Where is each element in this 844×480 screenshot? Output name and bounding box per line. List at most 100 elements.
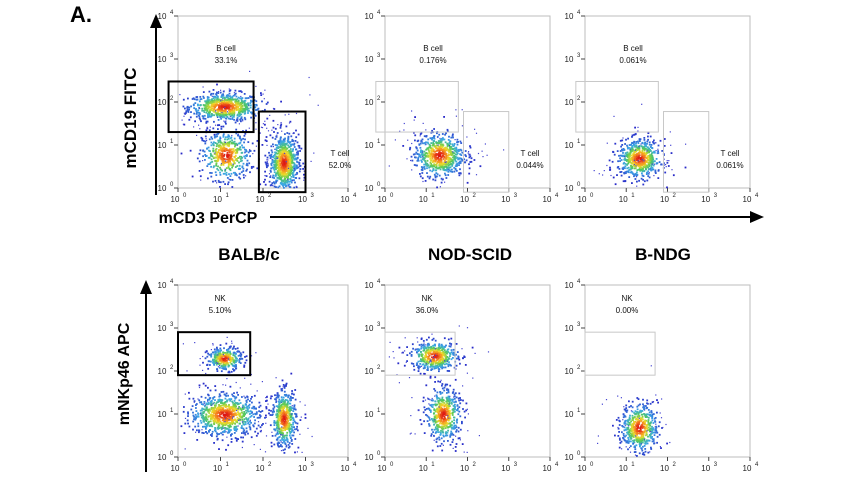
event-dot	[202, 370, 203, 371]
event-dot	[280, 136, 282, 138]
event-dot	[190, 150, 192, 152]
event-dot	[260, 405, 262, 407]
event-dot	[208, 430, 210, 432]
event-dot	[228, 173, 230, 175]
event-dot	[231, 109, 233, 111]
event-dot	[231, 148, 233, 150]
event-dot	[293, 426, 295, 428]
event-dot	[207, 116, 209, 118]
event-dot	[266, 140, 268, 142]
event-dot	[264, 155, 266, 157]
event-dot	[210, 420, 212, 422]
event-dot	[216, 101, 218, 103]
event-dot	[632, 172, 634, 174]
event-dot	[280, 138, 282, 140]
event-dot	[424, 135, 426, 137]
event-dot	[204, 143, 206, 145]
event-dot	[277, 167, 279, 169]
event-dot	[206, 105, 208, 107]
event-dot	[277, 147, 279, 149]
gate-percent: 0.061%	[716, 161, 743, 170]
event-dot	[208, 416, 210, 418]
event-dot	[249, 128, 250, 129]
event-dot	[622, 137, 623, 138]
event-dot	[270, 134, 272, 136]
event-dot	[298, 134, 300, 136]
event-dot	[194, 120, 196, 122]
event-dot	[642, 147, 644, 149]
event-dot	[223, 405, 225, 407]
event-dot	[250, 416, 252, 418]
event-dot	[461, 152, 463, 154]
event-dot	[673, 174, 675, 176]
event-dot	[237, 106, 239, 108]
event-dot	[276, 172, 278, 174]
event-dot	[202, 117, 204, 119]
event-dot	[236, 174, 238, 176]
event-dot	[242, 408, 244, 410]
event-dot	[199, 170, 201, 172]
event-dot	[292, 422, 294, 424]
event-dot	[225, 404, 227, 406]
event-dot	[639, 140, 641, 142]
event-dot	[213, 364, 215, 366]
event-dot	[218, 105, 220, 107]
event-dot	[241, 152, 243, 154]
event-dot	[652, 169, 654, 171]
event-dot	[211, 106, 213, 108]
event-dot	[230, 353, 232, 355]
event-dot	[225, 123, 227, 125]
event-dot	[292, 161, 294, 163]
event-dot	[219, 348, 221, 350]
y-tick-label: 10	[365, 141, 374, 150]
event-dot	[296, 172, 298, 174]
event-dot	[211, 433, 213, 435]
event-dot	[624, 167, 626, 169]
y-tick-label: 10	[365, 55, 374, 64]
event-dot	[278, 410, 280, 412]
event-dot	[244, 109, 246, 111]
event-dot	[215, 428, 217, 430]
event-dot	[271, 164, 273, 166]
event-dot	[456, 164, 458, 166]
event-dot	[232, 112, 234, 114]
event-dot	[246, 169, 248, 171]
event-dot	[466, 159, 468, 161]
event-dot	[428, 149, 430, 151]
event-dot	[218, 169, 220, 171]
event-dot	[442, 151, 444, 153]
event-dot	[196, 116, 198, 118]
event-dot	[274, 167, 276, 169]
event-dot	[426, 172, 428, 174]
event-dot	[421, 172, 423, 174]
event-dot	[244, 157, 246, 159]
event-dot	[503, 149, 504, 150]
event-dot	[435, 157, 437, 159]
event-dot	[215, 97, 217, 99]
event-dot	[234, 423, 236, 425]
event-dot	[255, 129, 256, 130]
event-dot	[201, 429, 202, 430]
event-dot	[211, 102, 213, 104]
event-dot	[236, 440, 238, 442]
event-dot	[631, 136, 633, 138]
event-dot	[190, 106, 192, 108]
event-dot	[239, 143, 241, 145]
event-dot	[647, 147, 649, 149]
event-dot	[296, 416, 298, 418]
event-dot	[219, 172, 221, 174]
event-dot	[200, 401, 202, 403]
event-dot	[239, 165, 241, 167]
event-dot	[227, 395, 229, 397]
event-dot	[640, 157, 642, 159]
event-dot	[628, 167, 630, 169]
event-dot	[637, 130, 638, 131]
event-dot	[224, 427, 226, 429]
event-dot	[271, 154, 273, 156]
event-dot	[226, 393, 228, 395]
event-dot	[233, 150, 235, 152]
event-dot	[224, 421, 225, 422]
event-dot	[270, 171, 272, 173]
event-dot	[468, 163, 470, 165]
event-dot	[210, 355, 212, 357]
